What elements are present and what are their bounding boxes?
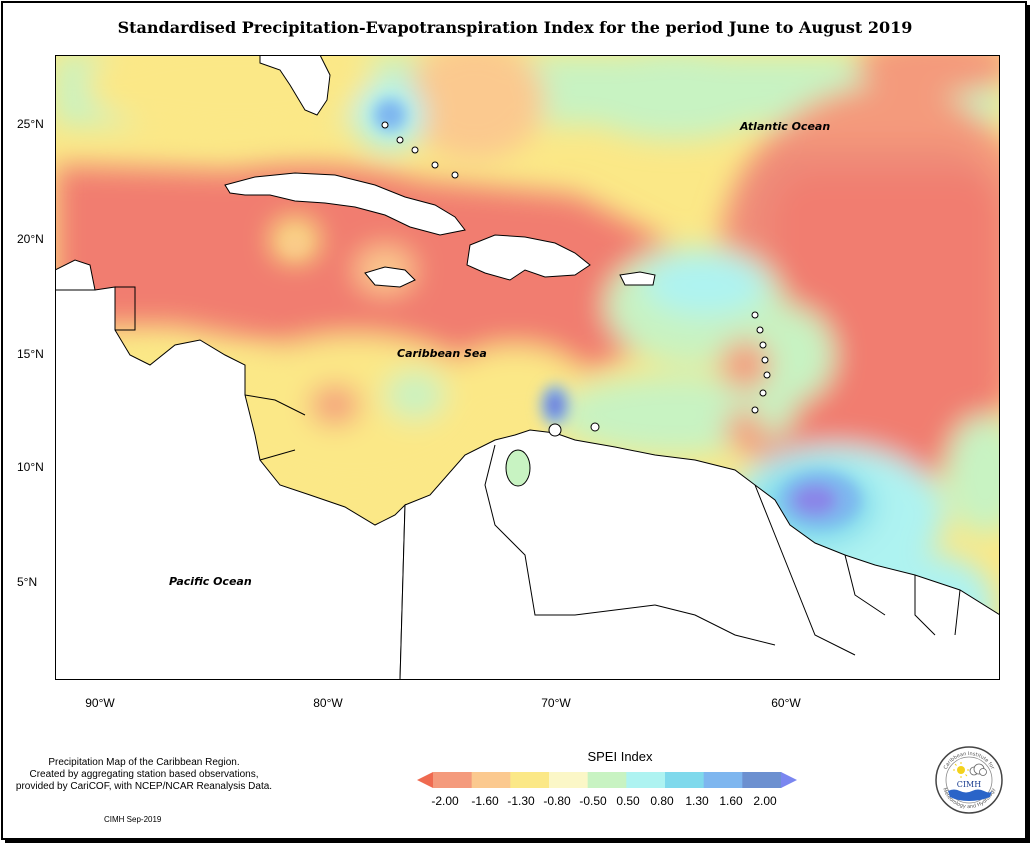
legend-color-cell	[742, 772, 782, 788]
waves-icon	[948, 789, 992, 801]
legend-break-label: -2.00	[431, 794, 459, 808]
legend-color-cell	[471, 772, 511, 788]
legend-title: SPEI Index	[587, 749, 653, 764]
legend-color-cell	[703, 772, 743, 788]
legend-color-cell	[417, 772, 433, 788]
legend-break-label: -1.60	[471, 794, 499, 808]
map-title: Standardised Precipitation-Evapotranspir…	[117, 18, 913, 37]
borders	[115, 286, 961, 656]
legend-colorbar	[417, 772, 797, 788]
y-tick-label: 10°N	[17, 460, 44, 474]
y-tick-label: 20°N	[17, 232, 44, 246]
map-border	[55, 55, 1000, 680]
map-canvas	[55, 55, 1000, 680]
legend-color-cell	[626, 772, 666, 788]
x-tick-label: 60°W	[771, 696, 801, 710]
legend-color-cell	[665, 772, 705, 788]
y-tick-label: 15°N	[17, 347, 44, 361]
description-line: Precipitation Map of the Caribbean Regio…	[48, 757, 240, 768]
landmass	[55, 55, 1000, 680]
x-tick-label: 90°W	[85, 696, 115, 710]
logo-name: CIMH	[957, 780, 981, 789]
legend-color-cell	[549, 772, 589, 788]
legend-break-label: 0.50	[616, 794, 640, 808]
description-line: provided by CariCOF, with NCEP/NCAR Rean…	[15, 781, 273, 792]
legend-break-label: 0.80	[650, 794, 674, 808]
lesser-antilles	[381, 121, 771, 437]
legend-color-cell	[587, 772, 627, 788]
legend-break-label: 1.30	[685, 794, 709, 808]
cloud-icon	[969, 763, 987, 776]
label-pacific-ocean: Pacific Ocean	[169, 575, 252, 588]
paraguana-patch	[505, 449, 531, 487]
map-description: Precipitation Map of the Caribbean Regio…	[8, 757, 280, 793]
sun-icon	[953, 762, 969, 778]
description-line: Created by aggregating station based obs…	[29, 769, 259, 780]
legend-color-cell	[433, 772, 473, 788]
legend-break-label: -0.50	[579, 794, 607, 808]
legend-break-label: 1.60	[719, 794, 743, 808]
spei-map	[55, 55, 1000, 680]
cimh-logo: Caribbean Institute for Meteorology and …	[935, 746, 1003, 814]
legend-color-cell	[510, 772, 550, 788]
label-atlantic-ocean: Atlantic Ocean	[740, 120, 831, 133]
legend-break-label: 2.00	[753, 794, 777, 808]
legend-break-label: -1.30	[507, 794, 535, 808]
credit-text: CIMH Sep-2019	[104, 815, 162, 824]
y-tick-label: 5°N	[17, 575, 38, 589]
label-caribbean-sea: Caribbean Sea	[397, 347, 487, 360]
x-tick-label: 70°W	[541, 696, 571, 710]
legend-break-label: -0.80	[543, 794, 571, 808]
x-tick-label: 80°W	[313, 696, 343, 710]
y-tick-label: 25°N	[17, 117, 44, 131]
legend-color-cell	[781, 772, 797, 788]
